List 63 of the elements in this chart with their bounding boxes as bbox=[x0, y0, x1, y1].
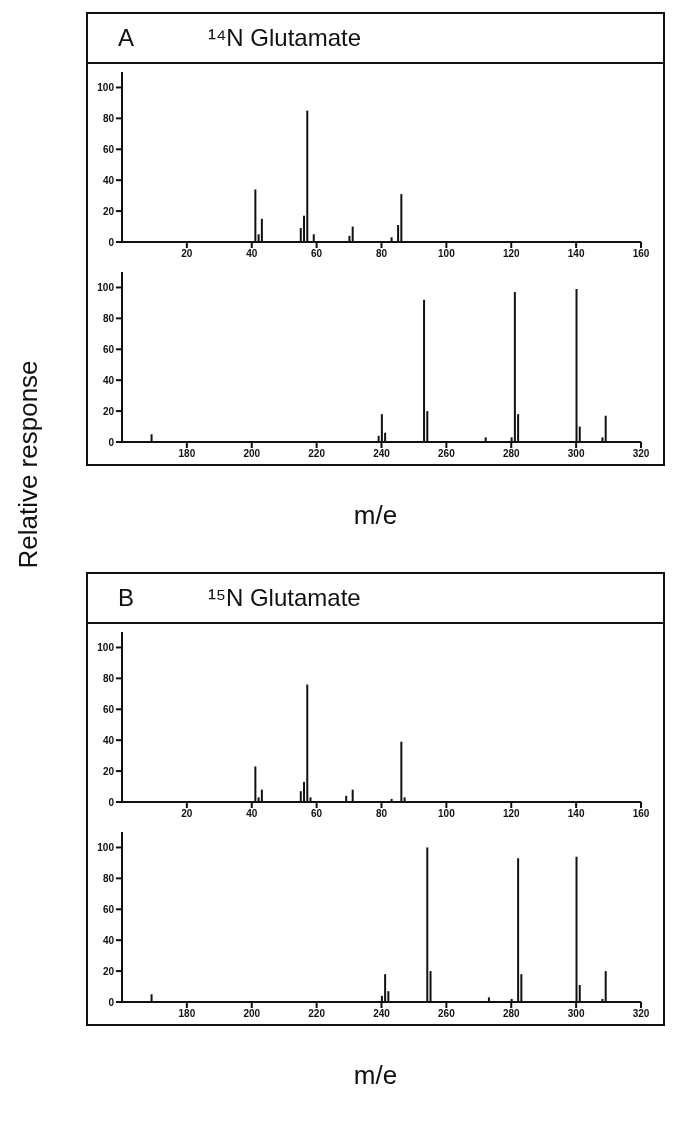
x-tick-label: 300 bbox=[567, 448, 585, 460]
x-tick-label: 320 bbox=[632, 448, 650, 460]
chart-title: A bbox=[118, 24, 135, 52]
y-tick-label: 0 bbox=[108, 436, 115, 448]
y-tick-label: 100 bbox=[97, 642, 115, 653]
x-tick-label: 40 bbox=[246, 248, 258, 260]
y-tick-label: 60 bbox=[102, 903, 115, 915]
y-tick-label: 40 bbox=[102, 734, 115, 746]
y-tick-label: 80 bbox=[102, 672, 115, 684]
x-tick-label: 140 bbox=[567, 248, 585, 260]
x-tick-label: 180 bbox=[178, 1008, 196, 1020]
y-tick-label: 0 bbox=[108, 996, 115, 1008]
x-tick-label: 20 bbox=[181, 808, 193, 820]
y-tick-label: 40 bbox=[102, 374, 115, 386]
x-tick-label: 200 bbox=[243, 1008, 261, 1020]
x-tick-label: 280 bbox=[502, 448, 521, 460]
chart-subtitle: ¹⁴N Glutamate bbox=[208, 24, 362, 52]
x-tick-label: 300 bbox=[567, 1008, 585, 1020]
x-tick-label: 140 bbox=[567, 808, 585, 820]
y-tick-label: 100 bbox=[97, 82, 115, 93]
chart-subtitle: ¹⁵N Glutamate bbox=[208, 584, 361, 612]
y-tick-label: 40 bbox=[102, 174, 115, 186]
y-tick-label: 0 bbox=[108, 236, 115, 248]
x-tick-label: 320 bbox=[632, 1008, 650, 1020]
x-tick-label: 200 bbox=[243, 448, 261, 460]
y-tick-label: 60 bbox=[102, 343, 115, 355]
y-tick-label: 80 bbox=[102, 872, 115, 884]
y-tick-label: 80 bbox=[102, 112, 115, 124]
x-tick-label: 120 bbox=[502, 808, 521, 820]
x-tick-label: 220 bbox=[308, 1008, 326, 1020]
y-tick-label: 20 bbox=[102, 405, 115, 417]
chart-title: B bbox=[118, 584, 135, 612]
x-tick-label: 180 bbox=[178, 448, 196, 460]
y-tick-label: 20 bbox=[102, 205, 115, 217]
x-tick-label: 240 bbox=[373, 448, 391, 460]
x-tick-label: 260 bbox=[438, 448, 456, 460]
x-tick-label: 100 bbox=[438, 248, 456, 260]
x-tick-label: 160 bbox=[632, 248, 650, 260]
x-tick-label: 20 bbox=[181, 248, 193, 260]
x-tick-label: 40 bbox=[246, 808, 258, 820]
x-tick-label: 80 bbox=[375, 248, 388, 260]
x-tick-label: 280 bbox=[502, 1008, 521, 1020]
y-tick-label: 20 bbox=[102, 765, 115, 777]
x-tick-label: 240 bbox=[373, 1008, 391, 1020]
y-tick-label: 100 bbox=[97, 842, 115, 853]
y-tick-label: 20 bbox=[102, 965, 115, 977]
y-tick-label: 80 bbox=[102, 312, 115, 324]
y-tick-label: 60 bbox=[102, 143, 115, 155]
x-tick-label: 220 bbox=[308, 448, 326, 460]
x-axis-title: m/e bbox=[352, 500, 399, 531]
x-tick-label: 80 bbox=[375, 808, 388, 820]
y-tick-label: 40 bbox=[102, 934, 115, 946]
x-axis-title: m/e bbox=[352, 1060, 399, 1091]
x-tick-label: 160 bbox=[632, 808, 650, 820]
y-tick-label: 0 bbox=[108, 796, 115, 808]
x-tick-label: 60 bbox=[311, 248, 323, 260]
x-tick-label: 120 bbox=[502, 248, 521, 260]
y-axis-title: Relative response bbox=[12, 359, 44, 569]
y-tick-label: 60 bbox=[102, 703, 115, 715]
x-tick-label: 260 bbox=[438, 1008, 456, 1020]
x-tick-label: 60 bbox=[311, 808, 323, 820]
y-tick-label: 100 bbox=[97, 282, 115, 293]
x-tick-label: 100 bbox=[438, 808, 456, 820]
